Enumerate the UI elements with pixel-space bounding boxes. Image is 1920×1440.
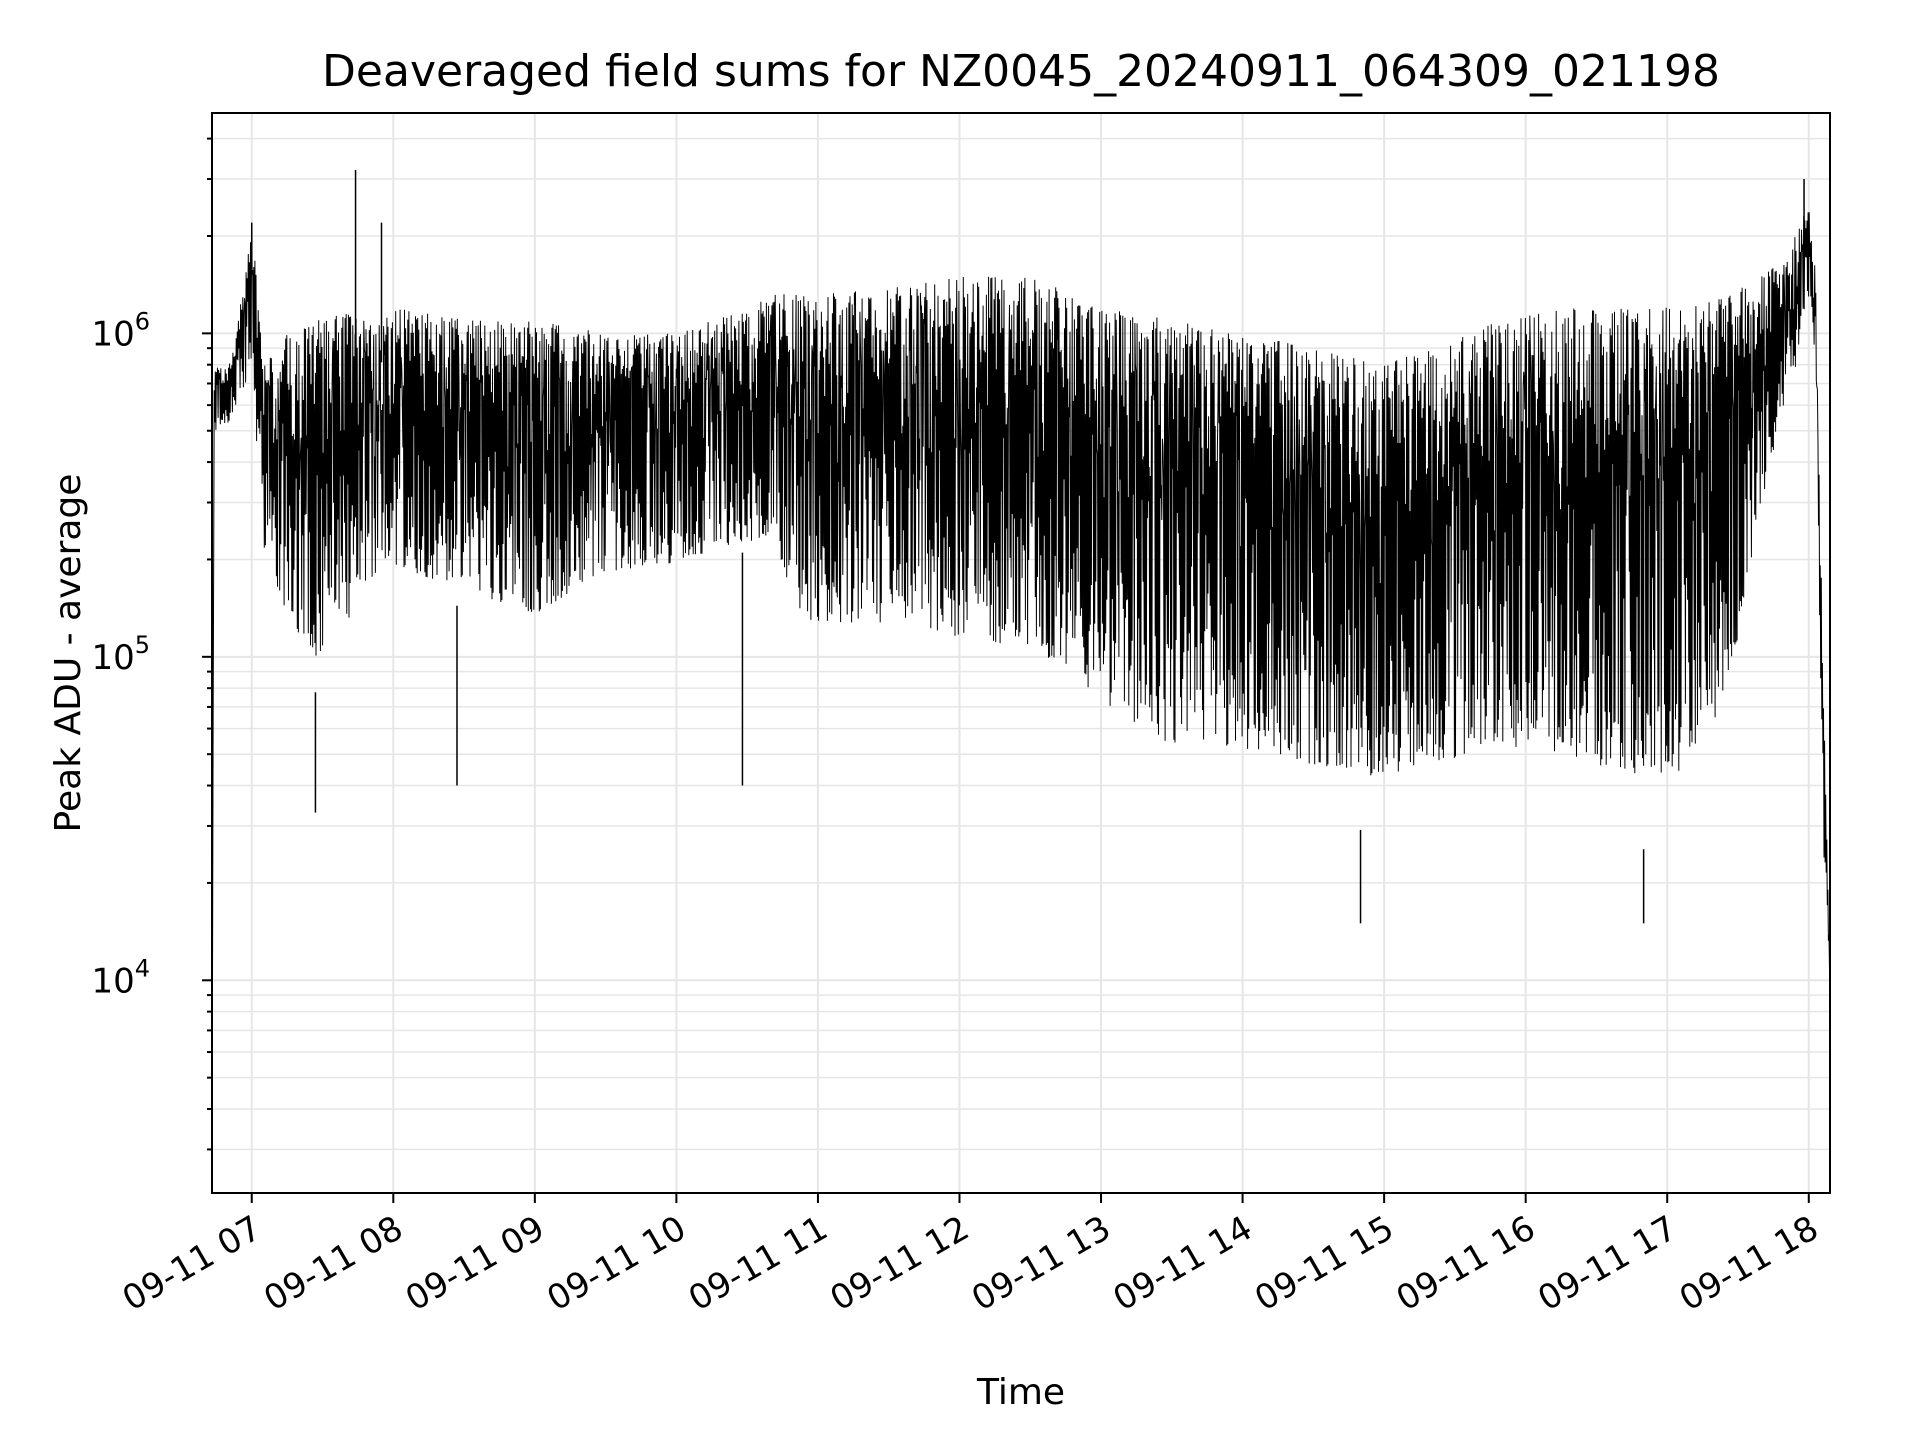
y-axis-label: Peak ADU - average: [48, 474, 89, 833]
x-tick-label: 09-11 17: [1531, 1208, 1683, 1319]
x-tick-label: 09-11 13: [965, 1208, 1117, 1319]
x-axis-label: Time: [976, 1372, 1065, 1413]
x-tick-label: 09-11 15: [1248, 1208, 1400, 1319]
plot-frame: [211, 112, 1831, 1194]
x-tick-label: 09-11 12: [824, 1208, 976, 1319]
series-line: [212, 212, 1830, 1150]
x-tick-label: 09-11 11: [682, 1208, 834, 1319]
x-tick-label: 09-11 09: [399, 1208, 551, 1319]
y-tick-label: 105: [91, 631, 150, 678]
x-tick-label: 09-11 16: [1390, 1208, 1542, 1319]
x-tick-label: 09-11 18: [1673, 1208, 1825, 1319]
data-series: [212, 169, 1830, 1150]
x-tick-label: 09-11 08: [257, 1208, 409, 1319]
x-tick-label: 09-11 14: [1107, 1208, 1259, 1319]
chart-title: Deaveraged field sums for NZ0045_2024091…: [322, 46, 1720, 97]
y-tick-label: 106: [91, 307, 150, 354]
x-tick-label: 09-11 10: [540, 1208, 692, 1319]
x-tick-label: 09-11 07: [116, 1208, 268, 1319]
y-tick-label: 104: [91, 954, 150, 1001]
